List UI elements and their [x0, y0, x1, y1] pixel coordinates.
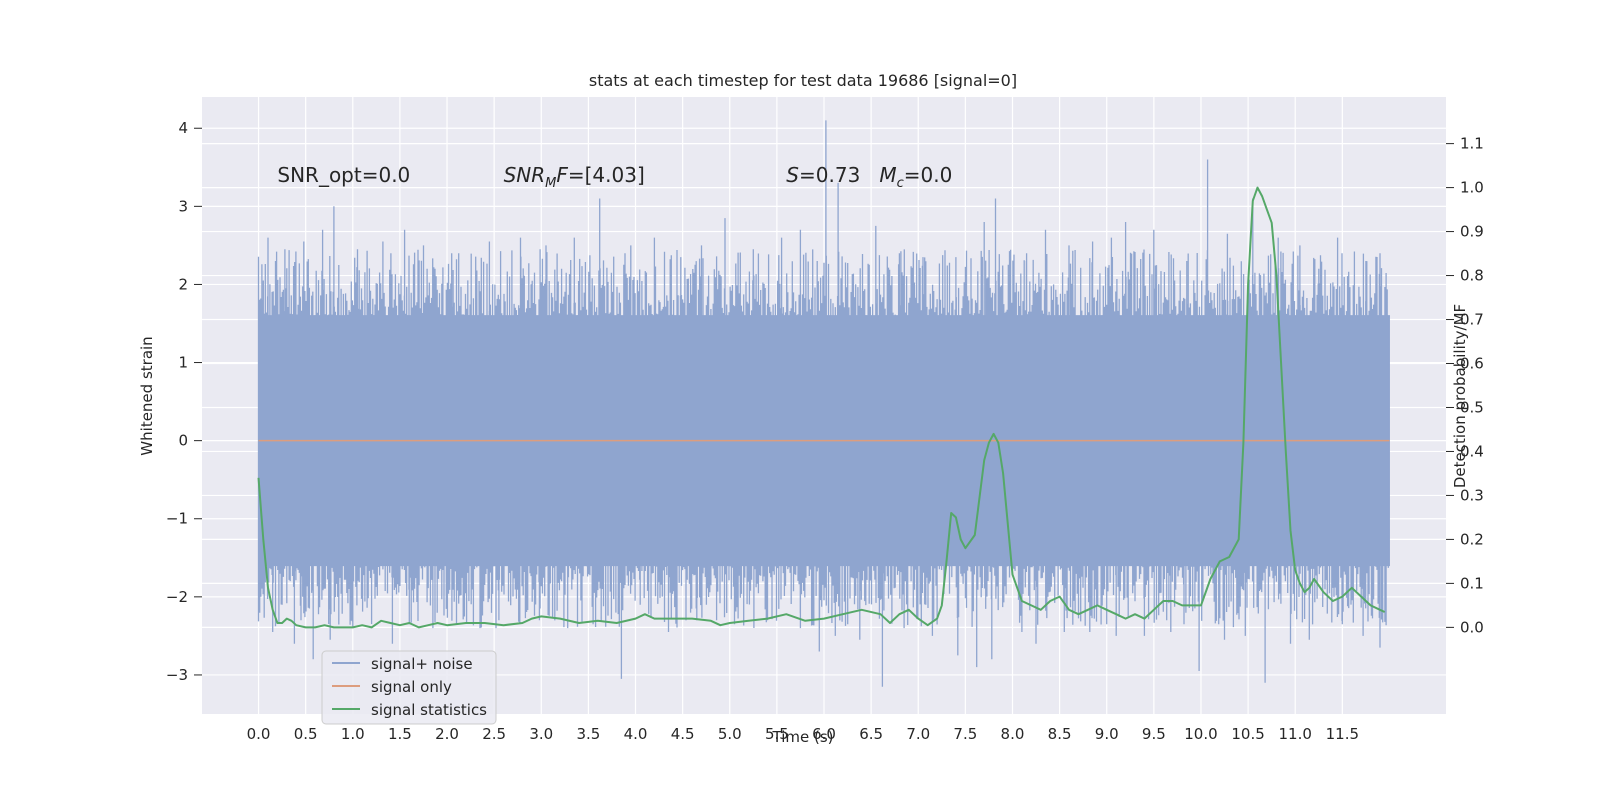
y-left-axis-label: Whitened strain — [138, 336, 156, 455]
x-tick-label: 1.5 — [388, 725, 412, 743]
x-tick-label: 6.5 — [859, 725, 883, 743]
y-right-ticks: 0.0 0.1 0.2 0.3 0.4 0.5 0.6 0.7 0.8 0.9 1.0 1.1 — [1446, 135, 1484, 636]
y-right-axis-label: Detection probability/MF — [1451, 304, 1469, 488]
y-left-tick-label: 3 — [178, 197, 188, 215]
x-tick-label: 7.5 — [953, 725, 977, 743]
x-tick-label: 3.0 — [529, 725, 553, 743]
legend-label-signal-statistics: signal statistics — [371, 701, 487, 719]
y-left-tick-label: 0 — [178, 432, 188, 450]
x-tick-label: 11.5 — [1326, 725, 1359, 743]
y-right-tick-label: 1.1 — [1460, 135, 1484, 153]
signal-noise-trace — [257, 120, 1389, 687]
x-tick-label: 10.5 — [1231, 725, 1264, 743]
y-left-tick-label: −1 — [166, 510, 188, 528]
x-tick-label: 10.0 — [1184, 725, 1217, 743]
y-left-ticks: −3 −2 −1 0 1 2 3 4 — [166, 119, 202, 684]
x-axis-label: Time (s) — [772, 728, 834, 746]
x-ticks: 0.0 0.5 1.0 1.5 2.0 2.5 3.0 3.5 4.0 4.5 5.0 5.5 6.0 6… — [247, 725, 1359, 743]
y-right-tick-label: 0.9 — [1460, 223, 1484, 241]
x-tick-label: 5.0 — [718, 725, 742, 743]
legend-label-signal-only: signal only — [371, 678, 452, 696]
y-right-tick-label: 0.2 — [1460, 530, 1484, 548]
legend: signal+ noise signal only signal statist… — [321, 650, 497, 725]
annotation-snr-opt: SNR_opt=0.0 — [277, 163, 410, 187]
y-left-tick-label: −3 — [166, 666, 188, 684]
y-left-tick-label: 1 — [178, 354, 188, 372]
x-tick-label: 6.0 — [812, 725, 836, 743]
signal-noise-spikes — [257, 120, 1389, 687]
annotation-s-mc: S=0.73 Mc=0.0 — [786, 163, 952, 191]
y-right-tick-label: 0.5 — [1460, 398, 1484, 416]
y-right-tick-label: 0.7 — [1460, 311, 1484, 329]
x-tick-label: 0.5 — [294, 725, 318, 743]
annotation-snr-mf: SNRMF=[4.03] — [504, 163, 645, 191]
y-right-tick-label: 0.1 — [1460, 574, 1484, 592]
x-tick-label: 4.5 — [671, 725, 695, 743]
x-tick-label: 2.0 — [435, 725, 459, 743]
y-right-tick-label: 1.0 — [1460, 179, 1484, 197]
x-tick-label: 0.0 — [247, 725, 271, 743]
x-tick-label: 8.0 — [1001, 725, 1025, 743]
y-right-tick-label: 0.0 — [1460, 618, 1484, 636]
chart-title: stats at each timestep for test data 196… — [589, 71, 1017, 90]
x-tick-label: 2.5 — [482, 725, 506, 743]
x-tick-label: 1.0 — [341, 725, 365, 743]
x-tick-label: 11.0 — [1279, 725, 1312, 743]
x-tick-label: 7.0 — [906, 725, 930, 743]
y-right-tick-label: 0.4 — [1460, 442, 1484, 460]
x-tick-label: 3.5 — [576, 725, 600, 743]
legend-label-signal-noise: signal+ noise — [371, 655, 473, 673]
y-right-tick-label: 0.8 — [1460, 267, 1484, 285]
y-right-tick-label: 0.6 — [1460, 355, 1484, 373]
y-left-tick-label: −2 — [166, 588, 188, 606]
y-left-tick-label: 4 — [178, 119, 188, 137]
y-left-tick-label: 2 — [178, 275, 188, 293]
x-tick-label: 8.5 — [1048, 725, 1072, 743]
x-tick-label: 5.5 — [765, 725, 789, 743]
x-tick-label: 9.0 — [1095, 725, 1119, 743]
signal-statistics-line — [257, 186, 1386, 629]
legend-box — [321, 650, 497, 725]
data-layer — [257, 120, 1390, 687]
y-right-tick-label: 0.3 — [1460, 486, 1484, 504]
x-tick-label: 4.0 — [624, 725, 648, 743]
x-tick-label: 9.5 — [1142, 725, 1166, 743]
